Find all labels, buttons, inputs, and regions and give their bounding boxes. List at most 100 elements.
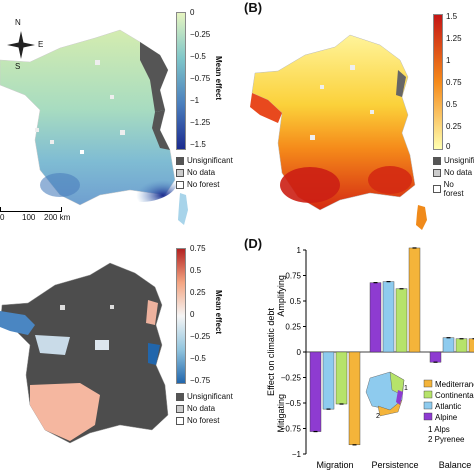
bar-alpine-migration bbox=[309, 351, 322, 432]
east-unsig-a bbox=[140, 42, 168, 112]
panel-b-map bbox=[250, 15, 430, 230]
legend-c-noforest: No forest bbox=[176, 416, 219, 425]
bar-atlantic-balance bbox=[442, 337, 455, 353]
y-tick-label: −0.5 bbox=[285, 399, 301, 408]
loire-light-c bbox=[35, 335, 70, 355]
legend-label: Atlantic bbox=[435, 402, 461, 411]
bar-alpine-balance bbox=[429, 351, 442, 363]
cb-a-tick: −0.5 bbox=[190, 52, 206, 61]
cb-b-tick: 1.5 bbox=[446, 12, 458, 21]
legend-note: 1 Alps bbox=[428, 425, 450, 434]
brittany-red-b bbox=[250, 93, 282, 123]
legend-a-unsig: Unsignificant bbox=[176, 156, 233, 165]
cb-c-tick: −0.25 bbox=[190, 332, 211, 341]
legend-a-nodata: No data bbox=[176, 168, 215, 177]
inset-pyrenees-marker: 2 bbox=[376, 413, 380, 420]
colorbar-b bbox=[433, 14, 443, 150]
legend-label: No data bbox=[444, 168, 473, 177]
cb-b-tick: 0.75 bbox=[446, 78, 462, 87]
scale-100: 100 bbox=[22, 213, 36, 222]
cb-a-tick: 0 bbox=[190, 8, 195, 17]
southeast-blue-a bbox=[102, 158, 178, 202]
inset-map-alpine bbox=[396, 390, 403, 405]
legend-label: Unsignificant bbox=[187, 392, 233, 401]
legend-swatch bbox=[423, 401, 433, 410]
y-axis-label: Effect on climatic debt bbox=[266, 308, 276, 396]
west-blue-c bbox=[0, 311, 35, 335]
swatch-nodata bbox=[176, 168, 184, 177]
y-tick-label: −0.75 bbox=[281, 425, 302, 434]
bar-continental-migration bbox=[335, 351, 348, 405]
colorbar-a bbox=[176, 12, 186, 150]
swatch-unsig bbox=[176, 392, 184, 401]
scale-bar bbox=[0, 207, 62, 212]
bar-continental-persistence bbox=[395, 288, 408, 353]
legend-a-noforest: No forest bbox=[176, 180, 219, 189]
cb-c-tick: 0.25 bbox=[190, 288, 206, 297]
legend-label: Continenta bbox=[435, 391, 474, 400]
bar-continental-balance bbox=[455, 338, 468, 353]
cb-c-tick: 0 bbox=[190, 310, 195, 319]
bar-mediterranean-persistence bbox=[408, 247, 421, 353]
cb-a-tick: −0.75 bbox=[190, 74, 211, 83]
y-label-amplifying: Amplifying bbox=[276, 275, 286, 317]
panel-label-d: (D) bbox=[244, 236, 263, 251]
swatch-noforest bbox=[176, 180, 184, 189]
swatch-unsig bbox=[176, 156, 184, 165]
southwest-pink-c bbox=[30, 383, 100, 441]
southwest-red-b bbox=[280, 167, 340, 203]
swatch-unsig bbox=[433, 156, 441, 165]
y-tick-label: 0.5 bbox=[290, 297, 302, 306]
cb-b-tick: 0.5 bbox=[446, 100, 458, 109]
panel-d-chart: 1 0.75 0.5 0.25 0 −0.25 −0.5 −0.75 −1 Effect on c… bbox=[266, 246, 474, 470]
swatch-noforest bbox=[176, 416, 184, 425]
y-tick-label: 1 bbox=[297, 246, 302, 255]
category-label: Migration bbox=[316, 460, 353, 470]
alps-unsig-a bbox=[152, 110, 170, 150]
east-unsig-b bbox=[396, 70, 406, 97]
y-tick-label: 0.75 bbox=[285, 272, 301, 281]
cb-b-tick: 0 bbox=[446, 142, 451, 151]
category-label: Persistence bbox=[371, 460, 418, 470]
compass-rose-icon bbox=[7, 31, 35, 59]
swatch-nodata bbox=[433, 168, 441, 177]
cb-a-tick: −0.25 bbox=[190, 30, 211, 39]
legend-note: 2 Pyrenee bbox=[428, 435, 465, 444]
legend-b-nodata: No data bbox=[433, 168, 472, 177]
bar-atlantic-persistence bbox=[382, 281, 395, 353]
cb-c-tick: −0.75 bbox=[190, 376, 211, 385]
colorbar-a-title: Mean effect bbox=[214, 56, 223, 101]
compass-n: N bbox=[15, 18, 21, 27]
legend-swatch bbox=[423, 412, 433, 421]
cb-c-tick: 0.5 bbox=[190, 266, 202, 275]
swatch-noforest bbox=[433, 185, 441, 193]
cb-c-tick: −0.5 bbox=[190, 354, 206, 363]
corsica-b bbox=[416, 205, 427, 230]
y-tick-label: −1 bbox=[292, 450, 302, 459]
bar-atlantic-migration bbox=[322, 351, 335, 410]
cb-a-tick: −1 bbox=[190, 96, 200, 105]
y-tick-label: −0.25 bbox=[281, 374, 302, 383]
southeast-red-b bbox=[368, 166, 412, 194]
swatch-nodata bbox=[176, 404, 184, 413]
legend-label: No data bbox=[187, 168, 216, 177]
panel-a-map: N E S 0 100 200 km bbox=[0, 0, 230, 235]
legend-label: No forest bbox=[187, 180, 220, 189]
southeast-blue-c bbox=[148, 343, 160, 365]
cb-a-tick: −1.25 bbox=[190, 118, 211, 127]
legend-label: Unsignificant bbox=[187, 156, 233, 165]
category-label: Balance bbox=[439, 460, 472, 470]
compass bbox=[4, 28, 38, 62]
legend-label: Alpine bbox=[435, 413, 458, 422]
france-outline-b bbox=[251, 34, 416, 211]
scale-200: 200 km bbox=[44, 213, 71, 222]
legend-b-noforest: No forest bbox=[433, 180, 474, 198]
cb-c-tick: 0.75 bbox=[190, 244, 206, 253]
cb-a-tick: −1.5 bbox=[190, 140, 206, 149]
compass-e: E bbox=[38, 40, 44, 49]
legend-label: Mediterrane bbox=[435, 380, 474, 389]
bar-alpine-persistence bbox=[369, 282, 382, 353]
colorbar-c-title: Mean effect bbox=[214, 290, 223, 335]
colorbar-c bbox=[176, 248, 186, 384]
legend-c-nodata: No data bbox=[176, 404, 215, 413]
